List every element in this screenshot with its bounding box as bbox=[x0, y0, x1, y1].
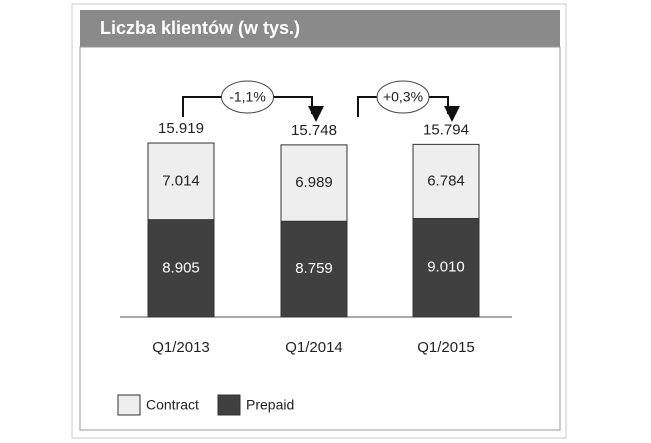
change-label: +0,3% bbox=[383, 89, 423, 105]
value-label: 8.759 bbox=[295, 260, 333, 277]
bar-segment bbox=[280, 144, 348, 222]
bar-segment bbox=[280, 220, 348, 318]
legend-label: Contract bbox=[146, 397, 199, 413]
x-tick-label: Q1/2014 bbox=[285, 339, 343, 356]
change-bubble bbox=[221, 80, 274, 114]
value-label: 9.010 bbox=[427, 259, 465, 276]
x-tick-label: Q1/2015 bbox=[417, 339, 475, 356]
header bbox=[80, 10, 560, 47]
legend-label: Prepaid bbox=[246, 397, 294, 413]
value-label: 7.014 bbox=[162, 172, 200, 189]
total-label: 15.748 bbox=[291, 122, 337, 139]
bar-segment bbox=[412, 143, 480, 220]
value-label: 6.989 bbox=[295, 174, 333, 191]
total-label: 15.794 bbox=[423, 121, 469, 138]
bar-segment bbox=[147, 219, 215, 318]
change-label: -1,1% bbox=[229, 89, 266, 105]
legend-swatch bbox=[117, 394, 141, 416]
bar-segment bbox=[412, 218, 480, 318]
total-label: 15.919 bbox=[158, 120, 204, 137]
x-tick-label: Q1/2013 bbox=[152, 339, 210, 356]
chart-title: Liczba klientów (w tys.) bbox=[100, 18, 300, 38]
value-label: 6.784 bbox=[427, 172, 465, 189]
change-bubble bbox=[376, 80, 430, 114]
value-label: 8.905 bbox=[162, 259, 200, 276]
legend-swatch bbox=[217, 394, 241, 416]
bar-segment bbox=[147, 142, 215, 221]
